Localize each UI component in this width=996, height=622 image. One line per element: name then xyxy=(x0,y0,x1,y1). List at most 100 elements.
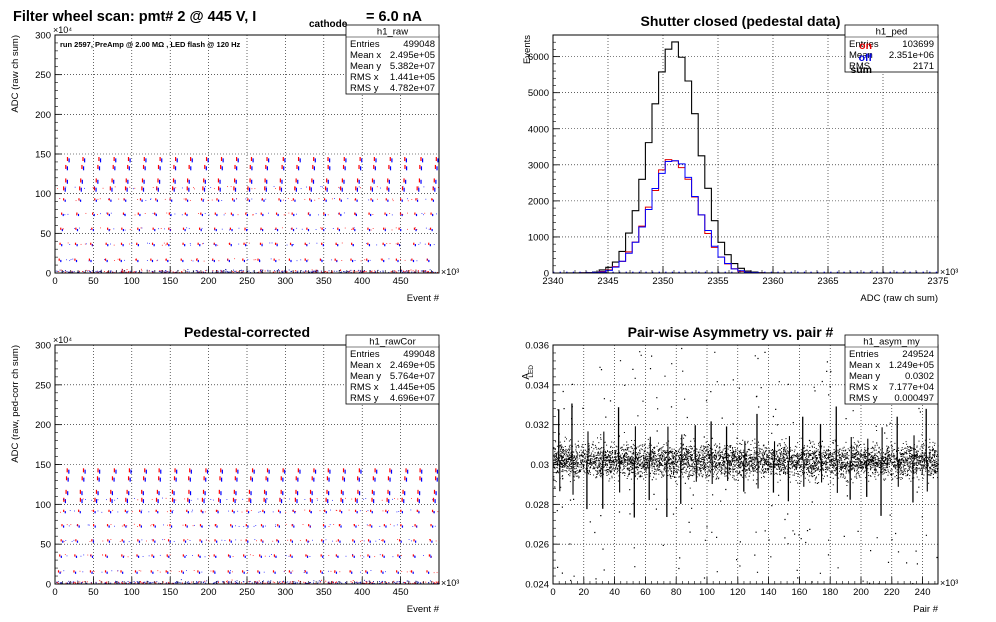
data-point-off xyxy=(322,555,324,558)
data-point xyxy=(334,198,335,200)
data-point-off xyxy=(324,525,326,528)
data-point xyxy=(316,269,318,271)
data-point xyxy=(318,198,320,200)
data-point xyxy=(63,570,65,572)
data-point-on xyxy=(297,468,299,473)
data-point xyxy=(156,510,157,511)
data-point-on xyxy=(65,489,67,494)
data-point xyxy=(217,244,219,246)
data-point-off xyxy=(113,179,115,184)
data-point-on xyxy=(231,198,234,201)
data-point xyxy=(352,244,354,246)
y-tick-label: 0.028 xyxy=(525,500,549,511)
data-point xyxy=(299,540,301,541)
data-point-off xyxy=(123,540,125,543)
data-point xyxy=(382,571,384,573)
data-point xyxy=(128,271,129,273)
data-point-on xyxy=(257,570,259,573)
stats-box xyxy=(844,24,939,73)
data-point xyxy=(266,582,268,584)
data-point-on xyxy=(188,164,190,169)
data-point xyxy=(285,270,287,272)
data-point xyxy=(376,198,378,200)
data-point xyxy=(412,270,414,272)
data-point xyxy=(234,258,236,260)
data-point-on xyxy=(97,164,99,169)
data-point xyxy=(126,271,128,273)
data-point xyxy=(79,270,80,272)
data-point xyxy=(118,582,120,584)
data-point xyxy=(394,271,396,273)
data-point-off xyxy=(389,166,392,171)
data-point xyxy=(220,270,222,272)
data-point xyxy=(244,229,246,231)
data-point-on xyxy=(419,164,421,169)
data-point-off xyxy=(199,244,201,247)
data-point xyxy=(255,525,257,526)
data-point xyxy=(339,581,341,583)
data-point xyxy=(317,499,319,501)
data-point xyxy=(249,580,251,582)
data-point-on xyxy=(334,258,336,261)
data-point-on xyxy=(419,468,421,473)
data-point-on xyxy=(141,186,143,191)
data-point-on xyxy=(342,476,344,481)
data-point xyxy=(80,555,82,557)
data-point xyxy=(196,581,197,583)
data-point-off xyxy=(323,228,325,232)
data-point xyxy=(208,214,210,216)
data-point-on xyxy=(263,497,265,502)
data-point xyxy=(303,581,305,583)
stats-row-value: 4.696e+07 xyxy=(390,393,435,404)
data-point-off xyxy=(80,187,82,192)
data-point-off xyxy=(416,525,418,528)
data-point-on xyxy=(357,476,359,481)
data-point-on xyxy=(335,242,337,245)
data-point xyxy=(229,229,230,231)
data-point xyxy=(379,525,381,527)
data-point-on xyxy=(248,489,251,494)
data-point xyxy=(134,271,136,273)
data-point xyxy=(110,582,112,584)
data-point-on xyxy=(279,186,281,191)
data-point xyxy=(240,271,242,273)
data-point xyxy=(277,540,279,541)
data-point-on xyxy=(358,164,360,169)
data-point xyxy=(158,270,160,272)
data-point xyxy=(311,272,313,273)
data-point-off xyxy=(414,244,416,247)
data-point xyxy=(397,581,399,583)
data-point xyxy=(172,582,174,584)
data-point-off xyxy=(106,571,108,574)
data-point xyxy=(294,497,296,499)
data-point xyxy=(408,271,410,273)
data-point xyxy=(432,198,433,200)
data-point-off xyxy=(281,179,283,184)
data-point xyxy=(92,244,93,246)
data-point xyxy=(75,214,77,216)
data-point-off xyxy=(161,158,163,163)
data-point xyxy=(344,581,346,583)
data-point-on xyxy=(387,178,389,183)
data-point-on xyxy=(151,554,153,557)
data-point-on xyxy=(382,242,384,245)
data-point xyxy=(151,539,153,541)
data-point-off xyxy=(173,491,175,496)
data-point xyxy=(263,580,264,582)
data-point-off xyxy=(275,259,277,263)
data-point xyxy=(106,212,107,214)
data-point xyxy=(57,188,58,190)
data-point xyxy=(197,270,199,272)
data-point xyxy=(210,187,212,188)
data-point-off xyxy=(142,499,145,504)
data-point xyxy=(423,271,425,273)
data-point xyxy=(278,581,280,583)
data-point-off xyxy=(401,525,404,528)
data-point xyxy=(124,229,126,231)
data-point-on xyxy=(413,242,415,245)
data-point xyxy=(308,242,310,244)
data-point xyxy=(272,540,274,542)
data-point-off xyxy=(373,499,375,504)
data-point xyxy=(267,580,269,582)
data-point xyxy=(92,539,94,541)
